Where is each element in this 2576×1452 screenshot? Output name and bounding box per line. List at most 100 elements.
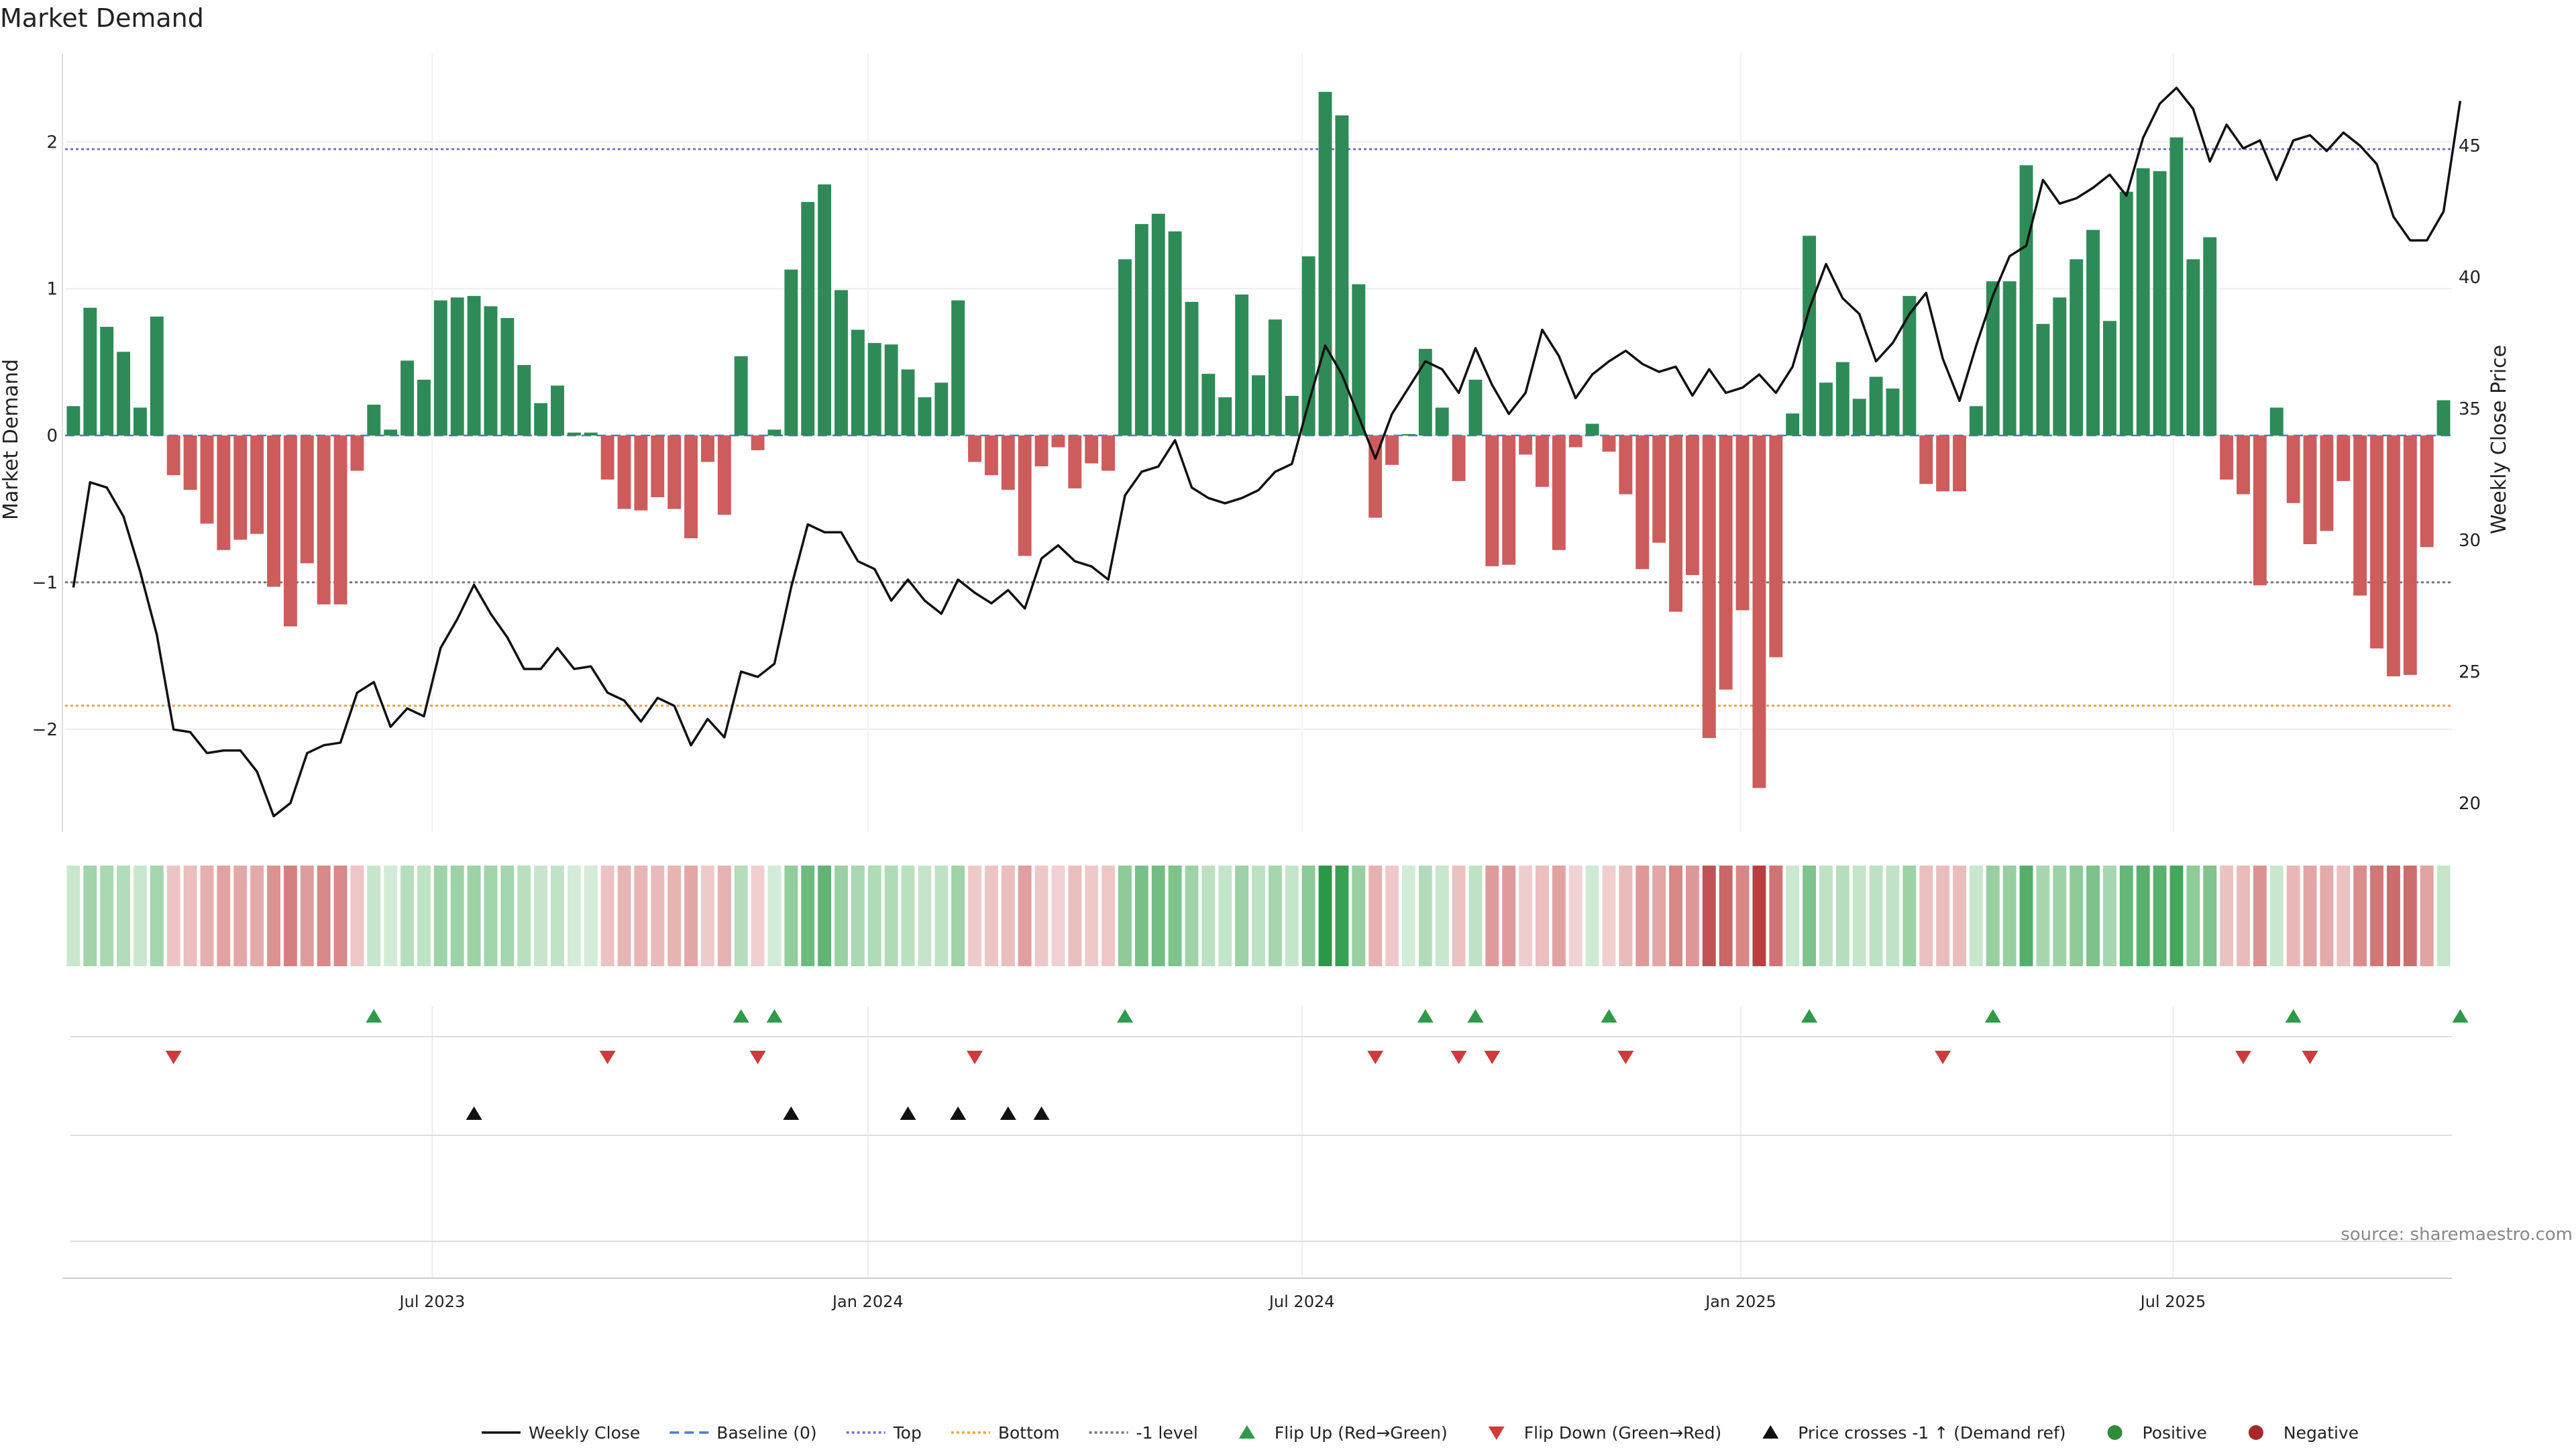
heat-cell — [1986, 866, 2000, 966]
demand-bar — [2436, 400, 2451, 436]
heat-cell — [1786, 866, 1800, 966]
heat-cell — [83, 866, 97, 966]
heat-cell — [1619, 866, 1633, 966]
y-ticks: 2 1 0 −1 −2 45 40 35 30 25 20 — [32, 132, 2481, 814]
demand-bar — [2070, 259, 2084, 436]
heat-cell — [2253, 866, 2267, 966]
heat-cell — [2153, 866, 2167, 966]
heat-cell — [183, 866, 197, 966]
heat-cell — [1352, 866, 1366, 966]
heat-cell — [200, 866, 214, 966]
legend-label: Baseline (0) — [716, 1423, 816, 1443]
heat-cell — [1385, 866, 1399, 966]
demand-bar — [2420, 435, 2434, 548]
heat-cell — [2436, 866, 2451, 966]
heat-cell — [367, 866, 381, 966]
demand-bar — [1619, 435, 1633, 495]
signal-markers — [70, 1009, 2469, 1242]
heat-cell — [433, 866, 447, 966]
heat-cell — [1886, 866, 1900, 966]
demand-bar — [233, 435, 248, 540]
heat-cell — [784, 866, 798, 966]
demand-bar — [567, 432, 581, 436]
demand-bar — [1719, 435, 1733, 690]
y-tick-label-left: 0 — [46, 426, 58, 446]
heat-cell — [867, 866, 881, 966]
heat-cell — [1418, 866, 1432, 966]
y-tick-label-right: 45 — [2459, 136, 2481, 156]
heat-cell — [2119, 866, 2133, 966]
demand-bar — [1702, 435, 1716, 738]
demand-bar — [801, 202, 815, 436]
heat-cell — [1936, 866, 1950, 966]
y-tick-label-right: 30 — [2459, 531, 2481, 551]
heat-cell — [1168, 866, 1182, 966]
heat-cell — [2053, 866, 2067, 966]
flip-down-marker — [2302, 1051, 2318, 1064]
heat-cell — [1552, 866, 1566, 966]
heat-cell — [1268, 866, 1282, 966]
demand-bar — [551, 385, 564, 436]
demand-bar — [2286, 435, 2300, 503]
heat-cell — [951, 866, 965, 966]
demand-bar — [1318, 91, 1332, 436]
demand-bar — [367, 405, 381, 436]
heat-cell — [1719, 866, 1733, 966]
flip-up-marker — [1601, 1009, 1617, 1023]
flip-up-marker — [1417, 1009, 1434, 1023]
y-tick-label-right: 25 — [2459, 662, 2481, 682]
demand-bar — [600, 435, 614, 480]
heat-cell — [1085, 866, 1099, 966]
heat-cell — [1803, 866, 1817, 966]
legend-label: -1 level — [1136, 1423, 1198, 1443]
heat-cell — [2169, 866, 2184, 966]
demand-bar — [851, 329, 865, 436]
demand-bar — [2386, 435, 2400, 676]
heat-cell — [2070, 866, 2084, 966]
heat-cell — [1252, 866, 1265, 966]
demand-bar — [1835, 362, 1849, 436]
demand-bar — [2169, 137, 2184, 436]
heat-cell — [133, 866, 147, 966]
heat-cell — [2353, 866, 2367, 966]
heat-cell — [1835, 866, 1849, 966]
demand-bar — [283, 435, 297, 627]
heat-cell — [884, 866, 898, 966]
demand-bar — [384, 429, 398, 436]
demand-bar — [1652, 435, 1666, 543]
heat-cell — [1519, 866, 1533, 966]
heat-cell — [734, 866, 748, 966]
heat-cell — [751, 866, 765, 966]
demand-bar — [1185, 301, 1199, 436]
heat-cell — [217, 866, 231, 966]
demand-bar — [1151, 213, 1165, 436]
demand-bar — [767, 429, 782, 436]
flip-down-marker — [165, 1051, 182, 1064]
legend-label: Negative — [2284, 1423, 2359, 1443]
heat-cell — [1735, 866, 1750, 966]
demand-bar — [984, 435, 998, 476]
heat-cell — [1669, 866, 1682, 966]
flip-down-marker — [599, 1051, 616, 1064]
demand-bar — [1902, 296, 1917, 436]
price-line — [72, 87, 2462, 818]
heat-cell — [1635, 866, 1650, 966]
demand-bar — [1268, 319, 1282, 436]
heat-cell — [767, 866, 782, 966]
demand-bar — [1568, 435, 1582, 448]
demand-bar — [934, 382, 949, 436]
demand-bar — [2203, 237, 2217, 436]
heat-cell — [2320, 866, 2334, 966]
demand-bar — [2136, 168, 2150, 436]
price-cross-marker — [900, 1106, 916, 1120]
heat-cell — [1235, 866, 1249, 966]
flip-up-marker — [366, 1009, 382, 1023]
demand-bar — [1786, 413, 1800, 436]
heat-cell — [1401, 866, 1415, 966]
demand-bar — [1118, 259, 1132, 436]
flip-up-marker — [733, 1009, 749, 1023]
heat-cell — [1852, 866, 1866, 966]
legend-swatch — [1762, 1425, 1779, 1439]
heat-cell — [300, 866, 314, 966]
demand-bar — [133, 407, 147, 436]
